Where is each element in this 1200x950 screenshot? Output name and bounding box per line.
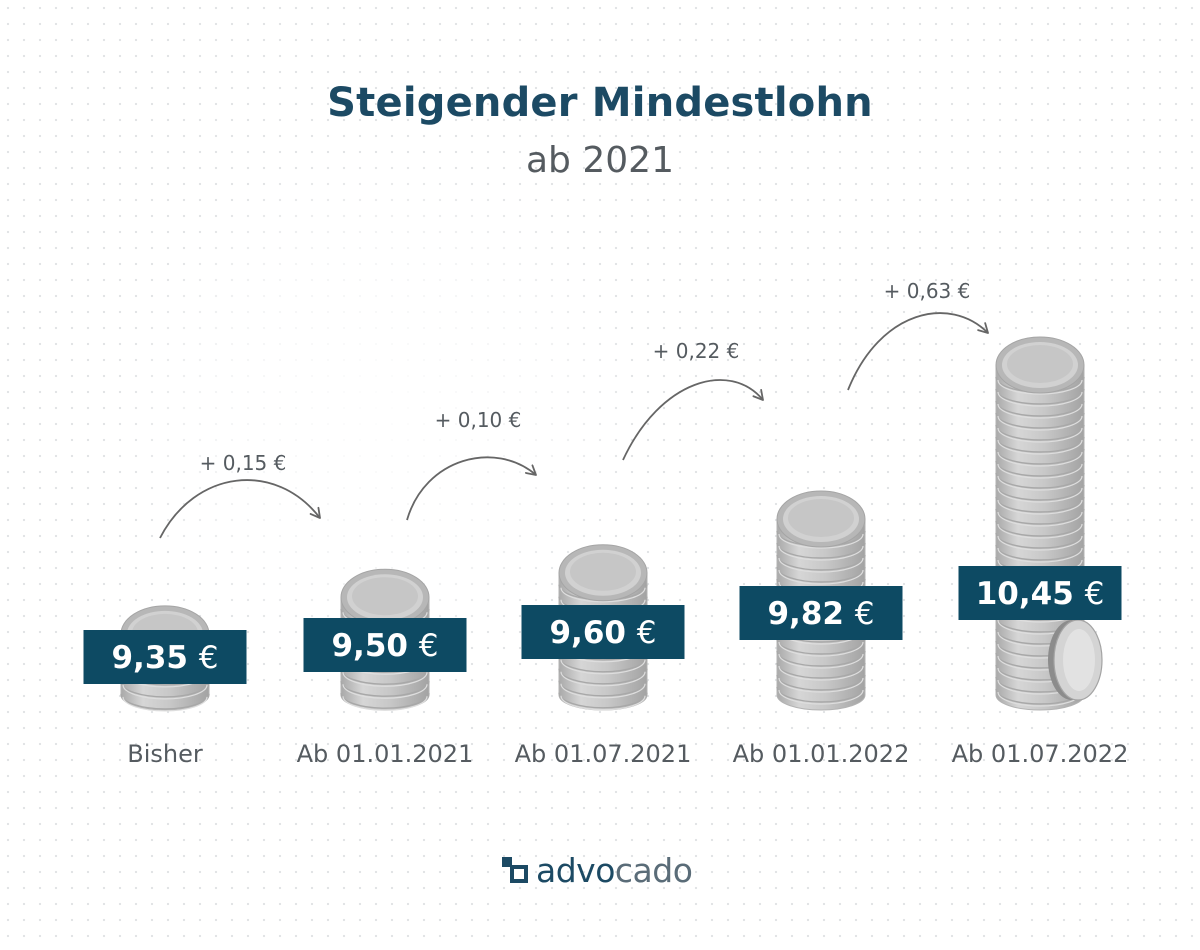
- category-label: Bisher: [127, 740, 203, 768]
- category-label: Ab 01.07.2022: [952, 740, 1129, 768]
- svg-text:9,60 €: 9,60 €: [549, 615, 656, 651]
- increment-arrow: [159, 479, 321, 539]
- increment-arrow: [847, 312, 989, 391]
- increment-label: + 0,63 €: [884, 279, 971, 303]
- coin-stack: [995, 336, 1085, 711]
- value-label: 10,45 €: [958, 566, 1122, 620]
- increment-arrow: [622, 379, 764, 461]
- svg-text:9,50 €: 9,50 €: [331, 628, 438, 664]
- category-label: Ab 01.01.2022: [733, 740, 910, 768]
- logo-text-light: cado: [614, 850, 693, 890]
- svg-text:9,35 €: 9,35 €: [111, 640, 218, 676]
- logo-text-main: advo: [536, 850, 615, 890]
- value-label: 9,35 €: [83, 630, 247, 684]
- value-label: 9,60 €: [521, 605, 685, 659]
- value-label: 9,50 €: [303, 618, 467, 672]
- svg-text:9,82 €: 9,82 €: [767, 596, 874, 632]
- category-label: Ab 01.01.2021: [297, 740, 474, 768]
- advocado-logo: advocado: [502, 850, 693, 890]
- increment-arrow: [406, 456, 537, 521]
- tilted-coin: [1048, 619, 1103, 701]
- logo-wordmark: advocado: [536, 850, 693, 890]
- category-label: Ab 01.07.2021: [515, 740, 692, 768]
- svg-text:10,45 €: 10,45 €: [976, 576, 1105, 612]
- value-label: 9,82 €: [739, 586, 903, 640]
- increment-label: + 0,22 €: [653, 339, 740, 363]
- increment-label: + 0,15 €: [200, 451, 287, 475]
- increment-label: + 0,10 €: [435, 408, 522, 432]
- chart-subtitle: ab 2021: [526, 140, 674, 181]
- chart-title: Steigender Mindestlohn: [327, 80, 873, 126]
- logo-mark-icon: [502, 857, 528, 883]
